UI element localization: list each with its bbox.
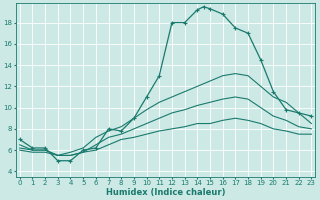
X-axis label: Humidex (Indice chaleur): Humidex (Indice chaleur)	[106, 188, 225, 197]
